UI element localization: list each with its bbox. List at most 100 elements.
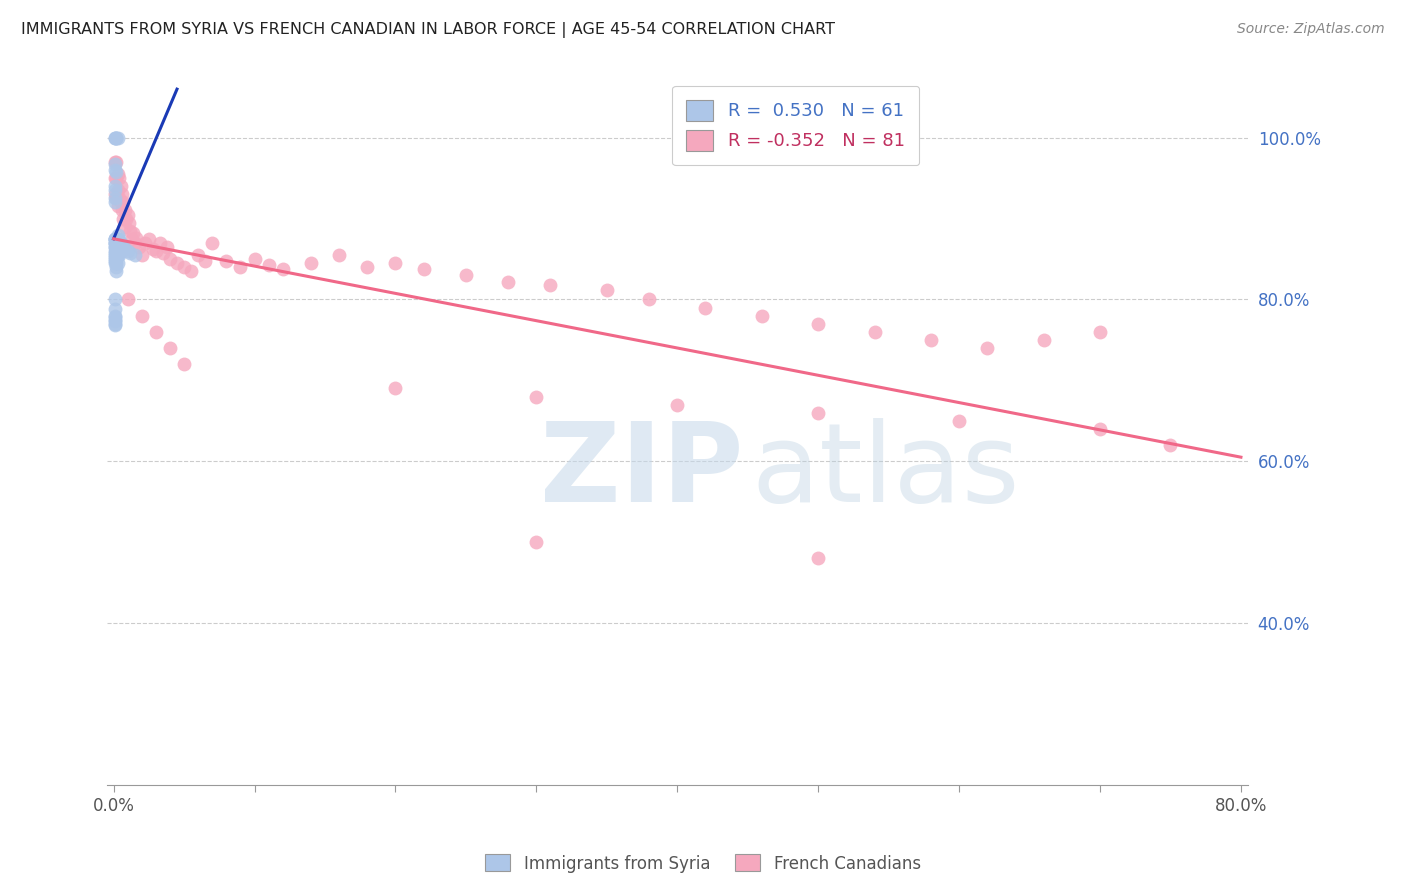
Point [112, 211, 135, 226]
Point [976, 341, 998, 355]
Point [243, 252, 266, 266]
Point [107, 199, 129, 213]
Point [120, 245, 142, 260]
Point [110, 195, 132, 210]
Point [105, 155, 128, 169]
Point [159, 252, 181, 266]
Point [111, 203, 134, 218]
Point [104, 240, 127, 254]
Point [104, 309, 127, 323]
Point [104, 245, 127, 260]
Point [638, 293, 661, 307]
Point [104, 130, 127, 145]
Point [215, 253, 238, 268]
Point [120, 224, 142, 238]
Point [328, 248, 350, 262]
Point [104, 252, 127, 266]
Point [104, 232, 127, 246]
Point [1088, 325, 1111, 339]
Point [124, 235, 146, 250]
Point [173, 260, 195, 274]
Point [384, 381, 406, 395]
Point [751, 309, 773, 323]
Point [104, 232, 127, 246]
Point [105, 256, 128, 270]
Point [128, 240, 150, 254]
Point [107, 183, 129, 197]
Point [166, 256, 188, 270]
Point [920, 333, 942, 347]
Text: ZIP: ZIP [540, 418, 744, 525]
Point [104, 235, 127, 250]
Point [524, 535, 547, 549]
Point [114, 219, 136, 234]
Point [105, 164, 128, 178]
Point [105, 171, 128, 186]
Point [104, 312, 127, 326]
Point [948, 414, 970, 428]
Point [356, 260, 378, 274]
Point [149, 235, 172, 250]
Point [104, 183, 127, 197]
Point [596, 283, 619, 297]
Point [104, 318, 127, 333]
Point [156, 240, 179, 254]
Point [104, 156, 127, 170]
Point [110, 235, 132, 250]
Point [104, 187, 127, 202]
Point [412, 261, 434, 276]
Point [104, 244, 127, 258]
Point [105, 252, 128, 266]
Point [107, 248, 129, 262]
Point [104, 130, 127, 145]
Point [145, 325, 167, 339]
Point [180, 264, 202, 278]
Point [105, 240, 128, 254]
Point [194, 253, 217, 268]
Point [108, 191, 131, 205]
Point [107, 240, 129, 254]
Point [138, 232, 160, 246]
Point [524, 390, 547, 404]
Point [112, 240, 135, 254]
Point [104, 179, 127, 194]
Point [108, 232, 131, 246]
Point [695, 301, 717, 315]
Legend: R =  0.530   N = 61, R = -0.352   N = 81: R = 0.530 N = 61, R = -0.352 N = 81 [672, 86, 920, 165]
Point [104, 235, 127, 250]
Point [105, 130, 128, 145]
Point [134, 235, 156, 250]
Point [105, 248, 128, 262]
Point [110, 244, 132, 258]
Point [107, 256, 129, 270]
Point [104, 232, 127, 246]
Point [131, 248, 153, 262]
Point [108, 171, 131, 186]
Point [104, 253, 127, 268]
Point [114, 242, 136, 256]
Point [104, 191, 127, 205]
Point [104, 240, 127, 254]
Point [159, 341, 181, 355]
Point [104, 163, 127, 178]
Point [105, 264, 128, 278]
Point [117, 244, 139, 258]
Point [807, 551, 830, 566]
Point [112, 195, 135, 210]
Point [111, 240, 134, 254]
Point [117, 208, 139, 222]
Point [229, 260, 252, 274]
Point [142, 242, 165, 256]
Point [807, 317, 830, 331]
Point [807, 406, 830, 420]
Point [104, 256, 127, 270]
Point [454, 268, 477, 283]
Point [104, 251, 127, 265]
Point [104, 171, 127, 186]
Point [173, 357, 195, 371]
Point [496, 275, 519, 289]
Point [115, 211, 138, 226]
Point [863, 325, 886, 339]
Point [111, 187, 134, 202]
Point [107, 227, 129, 242]
